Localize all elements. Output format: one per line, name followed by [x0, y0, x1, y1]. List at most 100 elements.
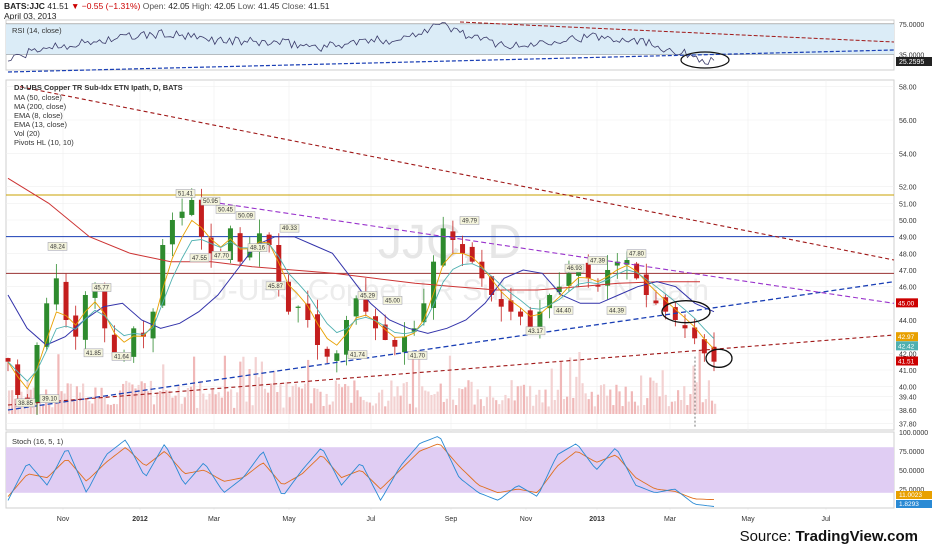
volume-bar: [433, 394, 436, 414]
close-value: 41.51: [308, 1, 330, 11]
rsi-last-value: 25.2595: [899, 59, 924, 66]
x-tick-label: Jul: [367, 516, 376, 523]
volume-bar: [263, 388, 267, 414]
volume-bar: [640, 375, 643, 414]
volume-bar: [365, 401, 368, 414]
volume-bar: [331, 401, 334, 414]
volume-bar: [146, 391, 149, 414]
volume-bar: [72, 401, 75, 414]
candle-body: [373, 316, 379, 329]
volume-bar: [612, 405, 615, 414]
candle-body: [402, 336, 408, 353]
ema8-line: [7, 219, 715, 390]
stoch-title: Stoch (16, 5, 1): [12, 437, 64, 446]
price-tag: [896, 341, 918, 351]
ma200-line: [7, 177, 700, 291]
volume-bar: [115, 404, 119, 414]
volume-bar: [118, 390, 122, 414]
price-tick-label: 49.00: [899, 235, 917, 242]
volume-bar: [701, 402, 704, 414]
pivot-label: 45.00: [385, 298, 401, 304]
volume-bar: [572, 397, 575, 414]
candle-body: [692, 327, 698, 339]
volume-bar: [664, 394, 667, 414]
rsi-title: RSI (14, close): [12, 26, 62, 35]
candle-body: [537, 311, 543, 328]
price-tag: [896, 332, 918, 342]
candle-body: [15, 364, 21, 395]
volume-bar: [106, 404, 109, 414]
source-credit: Source: TradingView.com: [740, 528, 918, 545]
open-label: Open:: [142, 1, 166, 11]
volume-bar: [242, 356, 245, 414]
price-tick-label: 39.40: [899, 395, 917, 402]
volume-bar: [411, 351, 415, 414]
volume-bar: [692, 365, 695, 414]
pivot-label-box: [175, 189, 196, 198]
volume-bar: [131, 384, 134, 414]
volume-bar: [270, 383, 273, 414]
volume-bar: [581, 383, 584, 414]
volume-bar: [344, 384, 347, 414]
volume-bar: [584, 393, 587, 414]
volume-bar: [451, 399, 455, 414]
volume-bar: [707, 380, 711, 414]
volume-bar: [245, 401, 248, 414]
pivot-label: 47.39: [590, 259, 606, 265]
pivot-label-box: [606, 306, 627, 315]
price-tick-label: 51.00: [899, 201, 917, 208]
volume-bar: [233, 407, 236, 414]
candle-body: [189, 200, 195, 215]
pivot-label-box: [111, 352, 132, 361]
volume-bar: [48, 404, 51, 414]
x-tick-label: Sep: [445, 516, 458, 523]
volume-bar: [633, 401, 637, 414]
volume-bar: [590, 391, 593, 414]
pivot-label-box: [247, 243, 268, 252]
pivot-label: 38.85: [18, 401, 34, 407]
volume-bar: [578, 352, 581, 414]
rsi-band: [6, 23, 894, 55]
volume-bar: [516, 386, 519, 414]
price-tick-label: 44.00: [899, 318, 917, 325]
legend-entry: Vol (20): [14, 129, 40, 138]
volume-bar: [322, 405, 325, 414]
candle-body: [34, 345, 40, 403]
pivot-label-box: [357, 291, 378, 300]
price-tag-label: 42.42: [898, 343, 915, 350]
volume-bar: [356, 390, 359, 414]
candle-body: [73, 315, 79, 337]
legend-entry: EMA (8, close): [14, 111, 63, 120]
stoch-tag-1: [896, 491, 932, 499]
candle-body: [382, 324, 388, 340]
volume-bar: [418, 350, 421, 414]
pivot-label: 50.09: [238, 214, 254, 220]
pivot-label-box: [553, 306, 574, 315]
candle-body: [295, 306, 301, 308]
price-tick-label: 52.00: [899, 185, 917, 192]
volume-bar: [424, 390, 427, 414]
volume-bar: [569, 357, 572, 414]
volume-bar: [566, 396, 569, 414]
volume-bar: [155, 392, 159, 414]
volume-bar: [103, 396, 106, 414]
pivot-label: 45.29: [360, 294, 376, 300]
volume-bar: [14, 398, 17, 414]
volume-bar: [673, 401, 677, 414]
pivot-label-box: [235, 211, 256, 220]
candle-body: [547, 295, 553, 309]
volume-bar: [504, 394, 507, 414]
candle-body: [595, 284, 601, 287]
volume-bar: [492, 397, 495, 414]
volume-bar: [408, 403, 411, 414]
volume-bar: [162, 364, 165, 414]
volume-bar: [85, 399, 88, 414]
volume-bar: [94, 387, 97, 414]
high-label: High:: [191, 1, 212, 11]
candle-body: [585, 262, 591, 279]
volume-bar: [488, 385, 492, 414]
volume-bar: [405, 381, 408, 414]
high-value: 42.05: [214, 1, 236, 11]
price-tick-label: 47.00: [899, 268, 917, 275]
